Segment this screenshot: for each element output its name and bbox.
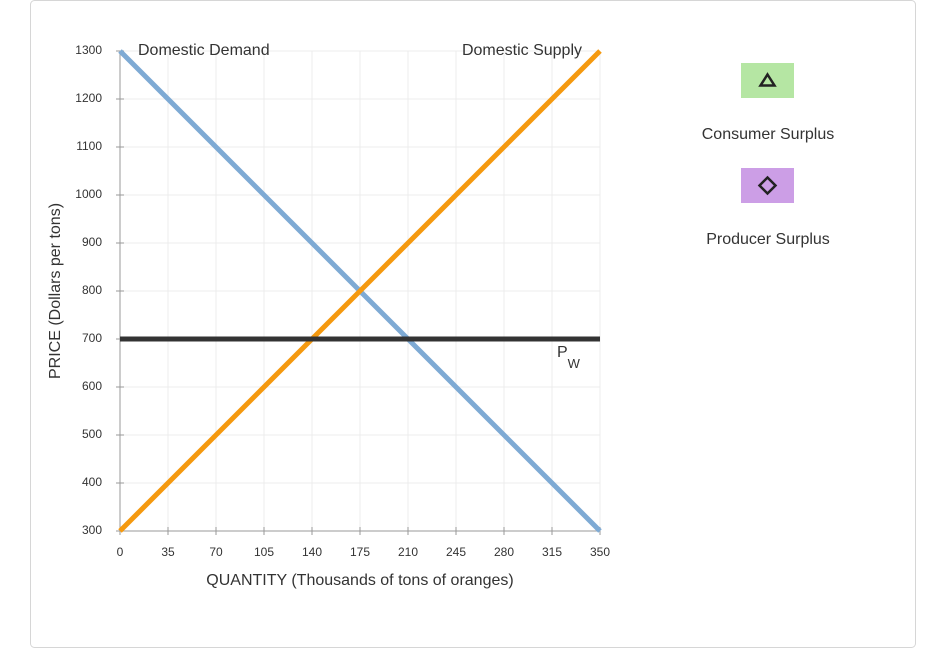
x-tick-label: 245 xyxy=(446,545,466,559)
y-tick-label: 1200 xyxy=(75,91,102,105)
legend-tool[interactable]: Producer Surplus xyxy=(706,168,830,248)
legend-swatch[interactable] xyxy=(741,168,794,203)
x-axis-label: QUANTITY (Thousands of tons of oranges) xyxy=(206,572,513,589)
series-label: Domestic Supply xyxy=(462,42,582,59)
series-label: PW xyxy=(557,344,581,371)
y-tick-label: 800 xyxy=(82,283,102,297)
legend-label: Consumer Surplus xyxy=(702,126,835,143)
x-tick-label: 105 xyxy=(254,545,274,559)
series-name: Domestic Demand xyxy=(138,42,270,59)
y-tick-label: 400 xyxy=(82,475,102,489)
y-tick-label: 1100 xyxy=(76,139,102,153)
y-tick-label: 900 xyxy=(82,235,102,249)
y-tick-label: 300 xyxy=(82,523,102,537)
series-name: Domestic Supply xyxy=(462,42,582,59)
legend-symbol[interactable] xyxy=(758,72,777,87)
legend-tool[interactable]: Consumer Surplus xyxy=(702,63,835,143)
x-tick-label: 0 xyxy=(117,545,124,559)
x-tick-label: 280 xyxy=(494,545,514,559)
y-tick-label: 500 xyxy=(82,427,102,441)
legend-symbol[interactable] xyxy=(757,175,778,196)
series-name: P xyxy=(557,344,568,361)
series-line xyxy=(118,49,602,533)
card xyxy=(30,0,916,648)
y-tick-label: 700 xyxy=(82,331,102,345)
series-subscript: W xyxy=(568,356,581,371)
x-tick-label: 35 xyxy=(161,545,175,559)
x-tick-label: 175 xyxy=(350,545,370,559)
x-tick-label: 350 xyxy=(590,545,610,559)
legend-swatch[interactable] xyxy=(741,63,794,98)
series-label: Domestic Demand xyxy=(138,42,270,59)
y-tick-label: 600 xyxy=(82,379,102,393)
y-tick-label: 1000 xyxy=(75,187,102,201)
x-tick-label: 315 xyxy=(542,545,562,559)
x-tick-label: 210 xyxy=(398,545,418,559)
x-tick-label: 140 xyxy=(302,545,322,559)
legend-label: Producer Surplus xyxy=(706,231,830,248)
y-axis-label: PRICE (Dollars per tons) xyxy=(47,203,64,379)
x-tick-label: 70 xyxy=(209,545,223,559)
y-tick-label: 1300 xyxy=(75,43,102,57)
